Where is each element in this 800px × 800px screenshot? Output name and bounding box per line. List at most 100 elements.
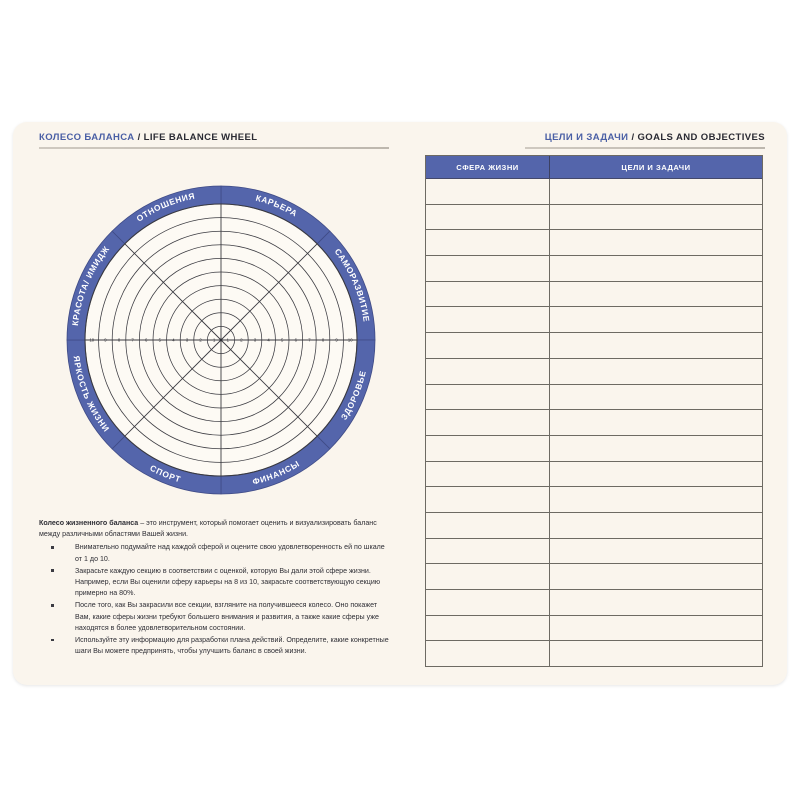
cell-goals[interactable] [550,333,762,358]
cell-goals[interactable] [550,590,762,615]
cell-goals[interactable] [550,564,762,589]
page-title-right: ЦЕЛИ И ЗАДАЧИ / GOALS AND OBJECTIVES [545,132,765,143]
cell-goals[interactable] [550,487,762,512]
instructions-lead-bold: Колесо жизненного баланса [39,519,139,527]
table-row[interactable] [426,461,762,488]
header-rule-right [525,147,765,149]
cell-goals[interactable] [550,359,762,384]
table-row[interactable] [426,590,762,616]
wheel-scale-number: 1 [213,338,216,343]
cell-goals[interactable] [550,385,762,410]
table-row[interactable] [426,204,762,231]
wheel-spokes [85,204,357,476]
page-title-right-ru: ЦЕЛИ И ЗАДАЧИ [544,132,629,143]
wheel-scale-number: 10 [89,338,94,343]
goals-table: СФЕРА ЖИЗНИ ЦЕЛИ И ЗАДАЧИ [425,155,763,667]
instruction-item: Используйте эту информацию для разработк… [39,635,391,657]
cell-sphere[interactable] [426,281,550,307]
cell-sphere[interactable] [426,564,550,589]
cell-sphere[interactable] [426,256,550,281]
bullet-icon [51,603,54,607]
instruction-text: Используйте эту информацию для разработк… [75,636,389,656]
cell-sphere[interactable] [426,179,550,204]
wheel-scale-number: 6 [295,338,298,343]
bullet-icon [51,569,54,572]
table-row[interactable] [426,512,762,539]
table-row[interactable] [426,307,762,334]
table-row[interactable] [426,358,762,385]
cell-goals[interactable] [550,616,762,641]
table-row[interactable] [426,410,762,436]
cell-goals[interactable] [550,282,762,307]
table-row[interactable] [426,615,762,642]
wheel-scale-number: 9 [335,338,338,343]
life-balance-wheel[interactable]: КАРЬЕРА САМОРАЗВИТИЕ ЗДОРОВЬЕ ФИНАНСЫ СПОРТ Я… [40,159,402,521]
table-row[interactable] [426,384,762,411]
table-row[interactable] [426,487,762,513]
table-row[interactable] [426,333,762,359]
cell-goals[interactable] [550,205,762,230]
wheel-svg[interactable]: КАРЬЕРАСАМОРАЗВИТИЕЗДОРОВЬЕФИНАНСЫСПОРТЯ… [40,159,402,521]
page-title-left: КОЛЕСО БАЛАНСА / LIFE BALANCE WHEEL [39,132,257,143]
cell-sphere[interactable] [426,538,550,564]
cell-goals[interactable] [550,230,762,255]
cell-sphere[interactable] [426,204,550,230]
cell-goals[interactable] [550,513,762,538]
cell-goals[interactable] [550,641,762,666]
page-title-left-ru: КОЛЕСО БАЛАНСА [39,132,135,143]
cell-sphere[interactable] [426,358,550,384]
cell-sphere[interactable] [426,435,550,461]
table-row[interactable] [426,230,762,257]
cell-goals[interactable] [550,539,762,564]
cell-goals[interactable] [550,436,762,461]
table-row[interactable] [426,179,762,205]
table-row[interactable] [426,564,762,590]
wheel-scale-number: 4 [172,338,175,343]
table-row[interactable] [426,281,762,308]
wheel-scale-number: 1 [227,338,230,343]
cell-goals[interactable] [550,462,762,487]
planner-page: КОЛЕСО БАЛАНСА / LIFE BALANCE WHEEL ЦЕЛИ… [13,122,787,685]
cell-sphere[interactable] [426,333,550,358]
wheel-scale-number: 8 [118,338,121,343]
instructions-lead-rest: – это инструмент, который помогает оцени… [39,519,377,539]
cell-sphere[interactable] [426,230,550,256]
table-header-sphere: СФЕРА ЖИЗНИ [426,156,550,178]
cell-sphere[interactable] [426,307,550,333]
cell-goals[interactable] [550,410,762,435]
table-row[interactable] [426,538,762,565]
table-row[interactable] [426,256,762,282]
wheel-scale: 10 9 8 7 6 5 4 3 2 1 1 2 3 4 5 6 7 8 9 10 [89,338,353,343]
cell-sphere[interactable] [426,641,550,667]
instructions-lead: Колесо жизненного баланса – это инструме… [39,518,391,540]
cell-sphere[interactable] [426,512,550,538]
cell-sphere[interactable] [426,487,550,512]
wheel-scale-number: 9 [104,338,107,343]
header-rule-left [39,147,389,149]
cell-sphere[interactable] [426,410,550,435]
wheel-scale-number: 7 [308,338,311,343]
page-title-left-en: / LIFE BALANCE WHEEL [137,132,258,143]
wheel-scale-number: 3 [254,338,257,343]
cell-goals[interactable] [550,307,762,332]
table-row[interactable] [426,435,762,462]
wheel-scale-number: 2 [199,338,202,343]
cell-sphere[interactable] [426,384,550,410]
instruction-item: Закрасьте каждую секцию в соответствии с… [39,566,391,600]
cell-goals[interactable] [550,256,762,281]
wheel-scale-number: 5 [281,338,284,343]
page-title-right-en: / GOALS AND OBJECTIVES [631,132,765,143]
instructions-list: Внимательно подумайте над каждой сферой … [39,542,391,657]
wheel-center [219,338,223,342]
cell-sphere[interactable] [426,615,550,641]
wheel-scale-number: 6 [145,338,148,343]
table-header-goals: ЦЕЛИ И ЗАДАЧИ [621,162,691,172]
wheel-scale-number: 2 [240,338,243,343]
wheel-scale-number: 10 [348,338,353,343]
cell-sphere[interactable] [426,461,550,487]
table-row[interactable] [426,641,762,667]
wheel-scale-number: 7 [131,338,134,343]
instructions-block: Колесо жизненного баланса – это инструме… [39,518,391,658]
cell-goals[interactable] [550,179,762,204]
cell-sphere[interactable] [426,590,550,615]
